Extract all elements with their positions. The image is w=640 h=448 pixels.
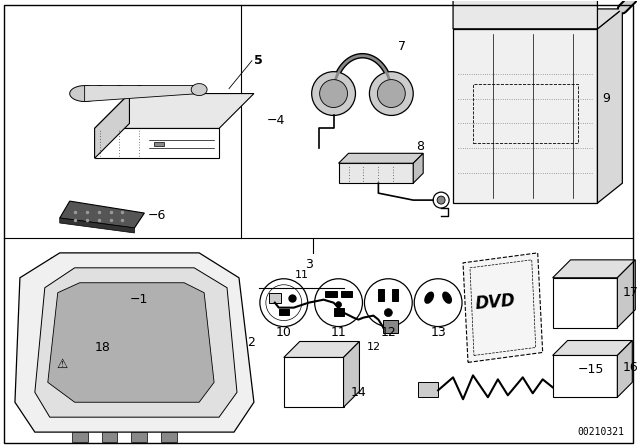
- Polygon shape: [48, 283, 214, 402]
- Polygon shape: [70, 86, 100, 102]
- Polygon shape: [72, 432, 88, 442]
- Polygon shape: [378, 289, 385, 301]
- Text: −4: −4: [267, 114, 285, 127]
- Circle shape: [115, 86, 124, 95]
- Polygon shape: [35, 268, 237, 417]
- Circle shape: [364, 279, 412, 327]
- Circle shape: [315, 279, 362, 327]
- Polygon shape: [161, 432, 177, 442]
- Polygon shape: [383, 319, 398, 332]
- Polygon shape: [552, 278, 618, 327]
- Polygon shape: [413, 153, 423, 183]
- Text: 12: 12: [380, 326, 396, 339]
- Polygon shape: [453, 0, 598, 29]
- Polygon shape: [154, 142, 164, 146]
- Circle shape: [385, 309, 392, 317]
- Polygon shape: [279, 309, 289, 314]
- Text: 16: 16: [622, 361, 638, 374]
- Circle shape: [378, 80, 405, 108]
- Polygon shape: [84, 86, 199, 102]
- Polygon shape: [339, 163, 413, 183]
- Text: 2: 2: [247, 336, 255, 349]
- Circle shape: [414, 279, 462, 327]
- Text: 17: 17: [622, 286, 638, 299]
- Polygon shape: [552, 355, 618, 397]
- Text: 00210321: 00210321: [577, 427, 625, 437]
- Polygon shape: [453, 9, 622, 29]
- Polygon shape: [102, 432, 118, 442]
- Polygon shape: [95, 94, 129, 158]
- Text: 8: 8: [416, 140, 424, 153]
- Text: 3: 3: [305, 258, 312, 271]
- Polygon shape: [284, 358, 344, 407]
- Text: 10: 10: [276, 326, 292, 339]
- Circle shape: [134, 86, 145, 95]
- Polygon shape: [418, 382, 438, 397]
- Ellipse shape: [443, 292, 451, 303]
- Text: 11: 11: [294, 270, 308, 280]
- Circle shape: [335, 302, 342, 308]
- Polygon shape: [30, 258, 141, 280]
- Text: −6: −6: [147, 208, 166, 222]
- Polygon shape: [30, 280, 120, 337]
- Polygon shape: [15, 253, 254, 432]
- Polygon shape: [598, 9, 622, 203]
- Circle shape: [95, 86, 104, 95]
- Circle shape: [369, 72, 413, 116]
- Text: 5: 5: [254, 54, 262, 67]
- Polygon shape: [284, 341, 360, 358]
- Circle shape: [319, 80, 348, 108]
- Circle shape: [42, 292, 54, 304]
- Polygon shape: [463, 253, 543, 362]
- Polygon shape: [618, 260, 636, 327]
- Circle shape: [208, 391, 220, 403]
- Polygon shape: [344, 341, 360, 407]
- Polygon shape: [269, 293, 281, 303]
- Polygon shape: [392, 289, 398, 301]
- Text: 12: 12: [366, 342, 380, 353]
- Polygon shape: [333, 308, 344, 315]
- Text: −1: −1: [129, 293, 148, 306]
- Circle shape: [312, 72, 355, 116]
- Text: 7: 7: [398, 40, 406, 53]
- Polygon shape: [35, 337, 90, 382]
- Polygon shape: [552, 340, 632, 355]
- Circle shape: [520, 78, 530, 89]
- Polygon shape: [339, 153, 423, 163]
- Circle shape: [433, 192, 449, 208]
- Text: 18: 18: [95, 341, 111, 354]
- Polygon shape: [324, 291, 337, 297]
- Text: DVD: DVD: [474, 292, 516, 314]
- Polygon shape: [552, 260, 636, 278]
- Circle shape: [211, 292, 223, 304]
- Circle shape: [44, 391, 56, 403]
- Ellipse shape: [425, 292, 433, 303]
- Polygon shape: [95, 94, 254, 129]
- Polygon shape: [120, 258, 141, 337]
- Polygon shape: [568, 377, 588, 393]
- Polygon shape: [131, 432, 147, 442]
- Text: 14: 14: [351, 386, 366, 399]
- Text: ⚠: ⚠: [56, 358, 68, 371]
- Circle shape: [437, 196, 445, 204]
- Polygon shape: [340, 291, 353, 297]
- Polygon shape: [60, 201, 145, 228]
- Text: 9: 9: [602, 92, 611, 105]
- Polygon shape: [191, 84, 207, 95]
- Circle shape: [260, 279, 308, 327]
- Text: 13: 13: [430, 326, 446, 339]
- Polygon shape: [95, 129, 219, 158]
- Text: −15: −15: [577, 363, 604, 376]
- Polygon shape: [453, 29, 598, 203]
- Polygon shape: [618, 340, 632, 397]
- Polygon shape: [60, 218, 134, 233]
- Text: 11: 11: [331, 326, 346, 339]
